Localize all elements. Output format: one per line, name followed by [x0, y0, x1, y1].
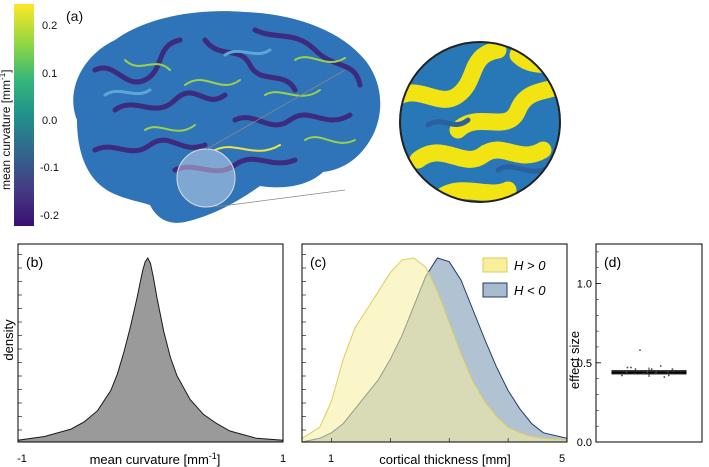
colorbar	[14, 4, 34, 226]
legend-swatch-h-neg	[482, 282, 508, 298]
y-tick-label: 0.0	[577, 437, 592, 449]
panel-b-xtick-2: 1	[280, 453, 286, 465]
panel-a: 0.2 0.1 0.0 -0.1 -0.2 mean curvature [mm…	[0, 4, 561, 226]
effect-point	[646, 371, 649, 374]
colorbar-tick-2: 0.1	[42, 68, 58, 80]
legend-label-h-pos: H > 0	[514, 258, 546, 273]
legend-swatch-h-pos	[482, 257, 508, 273]
effect-point	[633, 372, 636, 375]
brain-surface-image	[73, 11, 381, 223]
panel-c-label: (c)	[310, 254, 326, 270]
effect-point	[622, 369, 624, 372]
y-tick-label: 1.0	[577, 279, 592, 291]
panel-b-frame	[17, 243, 284, 443]
panel-b-chart: (b) density -1 1 mean curvature [mm-1]	[1, 243, 286, 467]
effect-point	[634, 368, 637, 371]
panel-d-ylabel: effect size	[567, 331, 582, 389]
effect-point	[642, 372, 645, 375]
effect-point	[626, 366, 629, 369]
zoom-region-marker	[176, 148, 236, 208]
panel-c-xtick-2: 5	[559, 453, 565, 465]
colorbar-title: mean curvature [mm-1]	[0, 69, 13, 190]
effect-point	[639, 349, 641, 352]
effect-point	[630, 366, 632, 369]
effect-point	[671, 368, 674, 371]
series-h-pos-area	[301, 257, 568, 443]
panel-c-xtick-1: 1	[328, 453, 334, 465]
effect-point	[663, 376, 666, 378]
effect-point	[667, 371, 669, 374]
effect-point	[659, 365, 662, 367]
panel-a-label: (a)	[66, 8, 84, 24]
colorbar-tick-4: -0.1	[40, 162, 59, 174]
y-tick-label: 0.5	[577, 358, 592, 370]
effect-point	[667, 374, 670, 377]
panel-c-frame	[301, 243, 568, 443]
effect-point	[638, 369, 640, 372]
colorbar-tick-5: -0.2	[40, 210, 59, 222]
effect-point	[650, 368, 653, 371]
density-area	[17, 257, 284, 443]
panel-b-xlabel: mean curvature [mm-1]	[90, 451, 221, 467]
legend-label-h-neg: H < 0	[514, 283, 546, 298]
colorbar-tick-3: 0.0	[42, 115, 58, 127]
effect-point	[621, 374, 623, 377]
effect-point	[625, 371, 628, 374]
zoomed-inset	[399, 41, 561, 203]
panel-c-xlabel: cortical thickness [mm]	[379, 452, 510, 467]
effect-point	[658, 369, 661, 372]
panel-c-chart: (c) H > 0 H < 0 1 5 cortical thickness […	[301, 243, 568, 467]
panel-d-chart: (d) 1.0 0.5 0.0 effect size	[567, 243, 703, 449]
panel-b-xtick-1: -1	[17, 453, 27, 465]
effect-point	[654, 372, 657, 375]
effect-point	[655, 371, 658, 374]
effect-point	[647, 369, 649, 372]
panel-d-label: (d)	[604, 254, 621, 270]
panel-d-frame	[595, 243, 703, 443]
panel-b-ylabel: density	[1, 319, 16, 361]
panel-b-label: (b)	[26, 254, 43, 270]
colorbar-tick-1: 0.2	[42, 20, 58, 32]
